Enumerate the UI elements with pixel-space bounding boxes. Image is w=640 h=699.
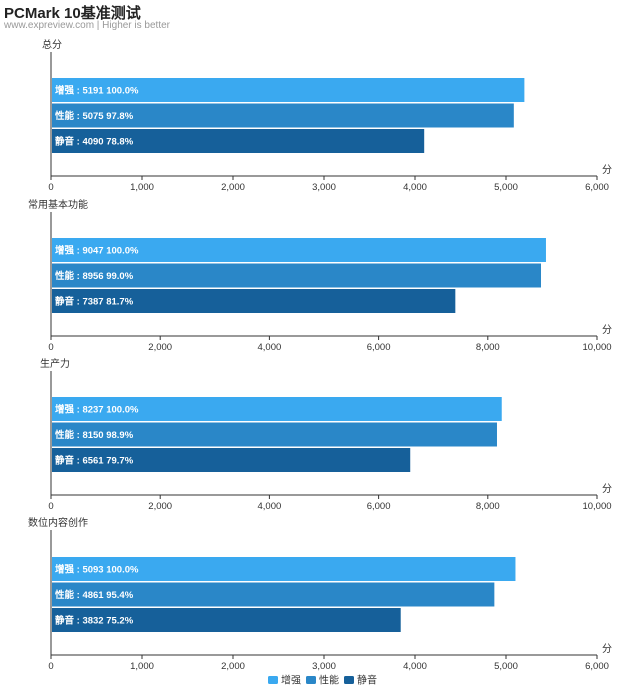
x-tick-label-0-0: 0 bbox=[48, 182, 53, 193]
bar-label-3-0: 增强 : 5093 100.0% bbox=[55, 564, 139, 576]
legend-label-0: 增强 bbox=[281, 674, 301, 687]
x-tick-label-2-4: 8,000 bbox=[476, 501, 500, 512]
x-axis-unit-1: 分 bbox=[602, 324, 612, 336]
x-tick-label-2-5: 10,000 bbox=[582, 501, 611, 512]
x-tick-label-0-1: 1,000 bbox=[130, 182, 154, 193]
bar-0-2 bbox=[52, 129, 425, 153]
bar-label-1-0: 增强 : 9047 100.0% bbox=[55, 245, 139, 257]
x-tick-label-1-4: 8,000 bbox=[476, 342, 500, 353]
x-tick-label-3-6: 6,000 bbox=[585, 661, 609, 672]
x-tick-label-0-6: 6,000 bbox=[585, 182, 609, 193]
bar-1-1 bbox=[52, 263, 541, 288]
x-tick-label-2-0: 0 bbox=[48, 501, 53, 512]
bar-label-0-0: 增强 : 5191 100.0% bbox=[55, 85, 139, 97]
bar-label-1-1: 性能 : 8956 99.0% bbox=[55, 270, 134, 282]
bar-label-3-1: 性能 : 4861 95.4% bbox=[55, 589, 134, 601]
legend-swatch-1 bbox=[306, 676, 316, 684]
bar-label-1-2: 静音 : 7387 81.7% bbox=[55, 296, 134, 308]
x-tick-label-0-2: 2,000 bbox=[221, 182, 245, 193]
bar-3-0 bbox=[52, 557, 516, 581]
x-tick-label-0-4: 4,000 bbox=[403, 182, 427, 193]
x-axis-unit-3: 分 bbox=[602, 643, 612, 655]
legend-label-2: 静音 bbox=[357, 674, 377, 687]
bar-1-0 bbox=[52, 238, 546, 262]
panel-title-0: 总分 bbox=[42, 38, 62, 51]
bar-label-3-2: 静音 : 3832 75.2% bbox=[55, 615, 134, 627]
bar-label-0-2: 静音 : 4090 78.8% bbox=[55, 136, 134, 148]
x-tick-label-3-5: 5,000 bbox=[494, 661, 518, 672]
x-axis-unit-0: 分 bbox=[602, 164, 612, 176]
bar-1-2 bbox=[52, 289, 456, 313]
panel-title-2: 生产力 bbox=[40, 357, 70, 370]
x-tick-label-2-3: 6,000 bbox=[367, 501, 391, 512]
bar-3-1 bbox=[52, 582, 495, 607]
legend-label-1: 性能 bbox=[319, 674, 339, 687]
bar-2-0 bbox=[52, 397, 502, 421]
x-tick-label-3-2: 2,000 bbox=[221, 661, 245, 672]
bar-2-1 bbox=[52, 422, 497, 447]
bar-label-2-2: 静音 : 6561 79.7% bbox=[55, 455, 134, 467]
x-tick-label-0-5: 5,000 bbox=[494, 182, 518, 193]
x-tick-label-1-0: 0 bbox=[48, 342, 53, 353]
bar-3-2 bbox=[52, 608, 401, 632]
x-tick-label-1-1: 2,000 bbox=[148, 342, 172, 353]
panel-title-1: 常用基本功能 bbox=[28, 198, 88, 211]
bar-label-0-1: 性能 : 5075 97.8% bbox=[55, 110, 134, 122]
x-tick-label-2-1: 2,000 bbox=[148, 501, 172, 512]
legend-swatch-0 bbox=[268, 676, 278, 684]
bar-2-2 bbox=[52, 448, 411, 472]
x-tick-label-3-0: 0 bbox=[48, 661, 53, 672]
panel-title-3: 数位内容创作 bbox=[28, 516, 88, 529]
x-tick-label-2-2: 4,000 bbox=[258, 501, 282, 512]
bar-0-0 bbox=[52, 78, 525, 102]
bar-0-1 bbox=[52, 103, 514, 128]
x-tick-label-1-5: 10,000 bbox=[582, 342, 611, 353]
x-tick-label-3-4: 4,000 bbox=[403, 661, 427, 672]
x-tick-label-0-3: 3,000 bbox=[312, 182, 336, 193]
bar-label-2-1: 性能 : 8150 98.9% bbox=[55, 429, 134, 441]
x-tick-label-3-1: 1,000 bbox=[130, 661, 154, 672]
bar-label-2-0: 增强 : 8237 100.0% bbox=[55, 404, 139, 416]
x-tick-label-1-3: 6,000 bbox=[367, 342, 391, 353]
legend-swatch-2 bbox=[344, 676, 354, 684]
x-tick-label-1-2: 4,000 bbox=[258, 342, 282, 353]
chart-title: PCMark 10基准测试 bbox=[4, 5, 141, 22]
x-tick-label-3-3: 3,000 bbox=[312, 661, 336, 672]
chart-subtitle: www.expreview.com | Higher is better bbox=[4, 20, 170, 31]
x-axis-unit-2: 分 bbox=[602, 483, 612, 495]
